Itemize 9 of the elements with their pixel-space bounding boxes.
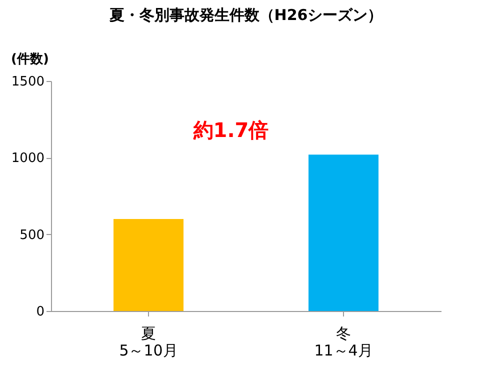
y-tick-label: 1500 — [11, 74, 44, 90]
annotation: 約1.7倍 — [192, 118, 269, 142]
x-tick-label: 夏 5～10月 — [119, 324, 178, 360]
y-tick-label: 0 — [36, 304, 44, 320]
y-tick-label: 500 — [20, 228, 44, 243]
x-tick-label: 冬 11～4月 — [314, 324, 373, 360]
y-tick-label: 1000 — [11, 151, 44, 166]
y-axis-title: (件数) — [11, 52, 49, 67]
chart-title: 夏・冬別事故発生件数（H26シーズン） — [108, 6, 383, 24]
